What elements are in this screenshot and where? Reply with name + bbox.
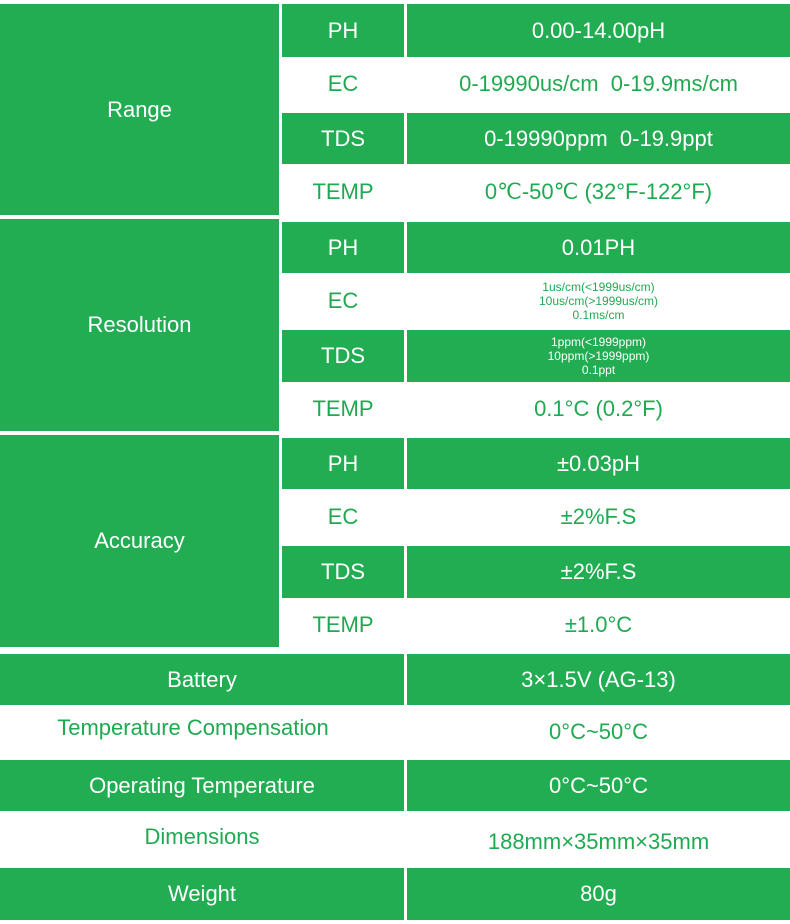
resolution-ec-value: 1us/cm(<1999us/cm) 10us/cm(>1999us/cm) 0… bbox=[407, 274, 790, 328]
spec-label-dimensions: Dimensions bbox=[0, 812, 404, 868]
resolution-ec-line: 0.1ms/cm bbox=[572, 308, 625, 322]
spec-value-dimensions: 188mm×35mm×35mm bbox=[407, 812, 790, 868]
spec-label-temperature-compensation: Temperature Compensation bbox=[0, 705, 404, 758]
accuracy-ph-value: ±0.03pH bbox=[407, 438, 790, 489]
resolution-temp-param: TEMP bbox=[282, 383, 404, 435]
range-ph-param: PH bbox=[282, 4, 404, 57]
resolution-ec-line: 1us/cm(<1999us/cm) bbox=[542, 280, 655, 294]
spec-value-weight: 80g bbox=[407, 868, 790, 920]
resolution-tds-value: 1ppm(<1999ppm) 10ppm(>1999ppm) 0.1ppt bbox=[407, 330, 790, 382]
spec-label-battery: Battery bbox=[0, 654, 404, 705]
spec-value-temperature-compensation: 0°C~50°C bbox=[407, 705, 790, 758]
resolution-ph-param: PH bbox=[282, 222, 404, 273]
section-label-range: Range bbox=[0, 4, 279, 215]
spec-label-operating-temperature: Operating Temperature bbox=[0, 760, 404, 811]
accuracy-tds-value: ±2%F.S bbox=[407, 546, 790, 598]
resolution-ph-value: 0.01PH bbox=[407, 222, 790, 273]
spec-value-battery: 3×1.5V (AG-13) bbox=[407, 654, 790, 705]
range-ec-param: EC bbox=[282, 57, 404, 111]
resolution-tds-param: TDS bbox=[282, 330, 404, 382]
resolution-tds-line: 0.1ppt bbox=[581, 363, 616, 377]
accuracy-temp-param: TEMP bbox=[282, 599, 404, 651]
accuracy-ph-param: PH bbox=[282, 438, 404, 489]
range-tds-value: 0-19990ppm 0-19.9ppt bbox=[407, 113, 790, 164]
range-ph-value: 0.00-14.00pH bbox=[407, 4, 790, 57]
spec-label-weight: Weight bbox=[0, 868, 404, 920]
resolution-tds-line: 1ppm(<1999ppm) bbox=[550, 335, 647, 349]
accuracy-ec-param: EC bbox=[282, 490, 404, 544]
section-label-resolution: Resolution bbox=[0, 219, 279, 431]
range-temp-param: TEMP bbox=[282, 165, 404, 218]
accuracy-tds-param: TDS bbox=[282, 546, 404, 598]
accuracy-temp-value: ±1.0°C bbox=[407, 599, 790, 651]
resolution-temp-value: 0.1°C (0.2°F) bbox=[407, 383, 790, 435]
spec-value-operating-temperature: 0°C~50°C bbox=[407, 760, 790, 811]
resolution-ec-line: 10us/cm(>1999us/cm) bbox=[538, 294, 659, 308]
resolution-ec-param: EC bbox=[282, 274, 404, 328]
section-label-accuracy: Accuracy bbox=[0, 435, 279, 647]
range-tds-param: TDS bbox=[282, 113, 404, 164]
range-temp-value: 0℃-50℃ (32°F-122°F) bbox=[407, 165, 790, 218]
resolution-tds-line: 10ppm(>1999ppm) bbox=[547, 349, 650, 363]
range-ec-value: 0-19990us/cm 0-19.9ms/cm bbox=[407, 57, 790, 111]
accuracy-ec-value: ±2%F.S bbox=[407, 490, 790, 544]
